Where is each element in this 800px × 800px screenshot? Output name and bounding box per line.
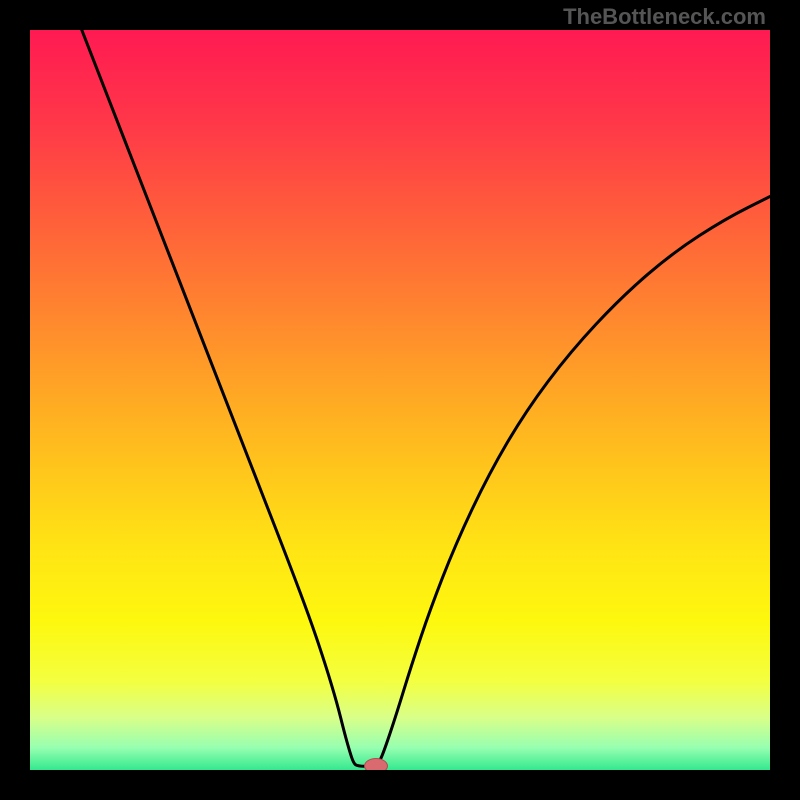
- watermark-text: TheBottleneck.com: [563, 4, 766, 30]
- bottleneck-curve: [30, 30, 770, 770]
- border-left: [0, 0, 30, 800]
- border-right: [770, 0, 800, 800]
- border-bottom: [0, 770, 800, 800]
